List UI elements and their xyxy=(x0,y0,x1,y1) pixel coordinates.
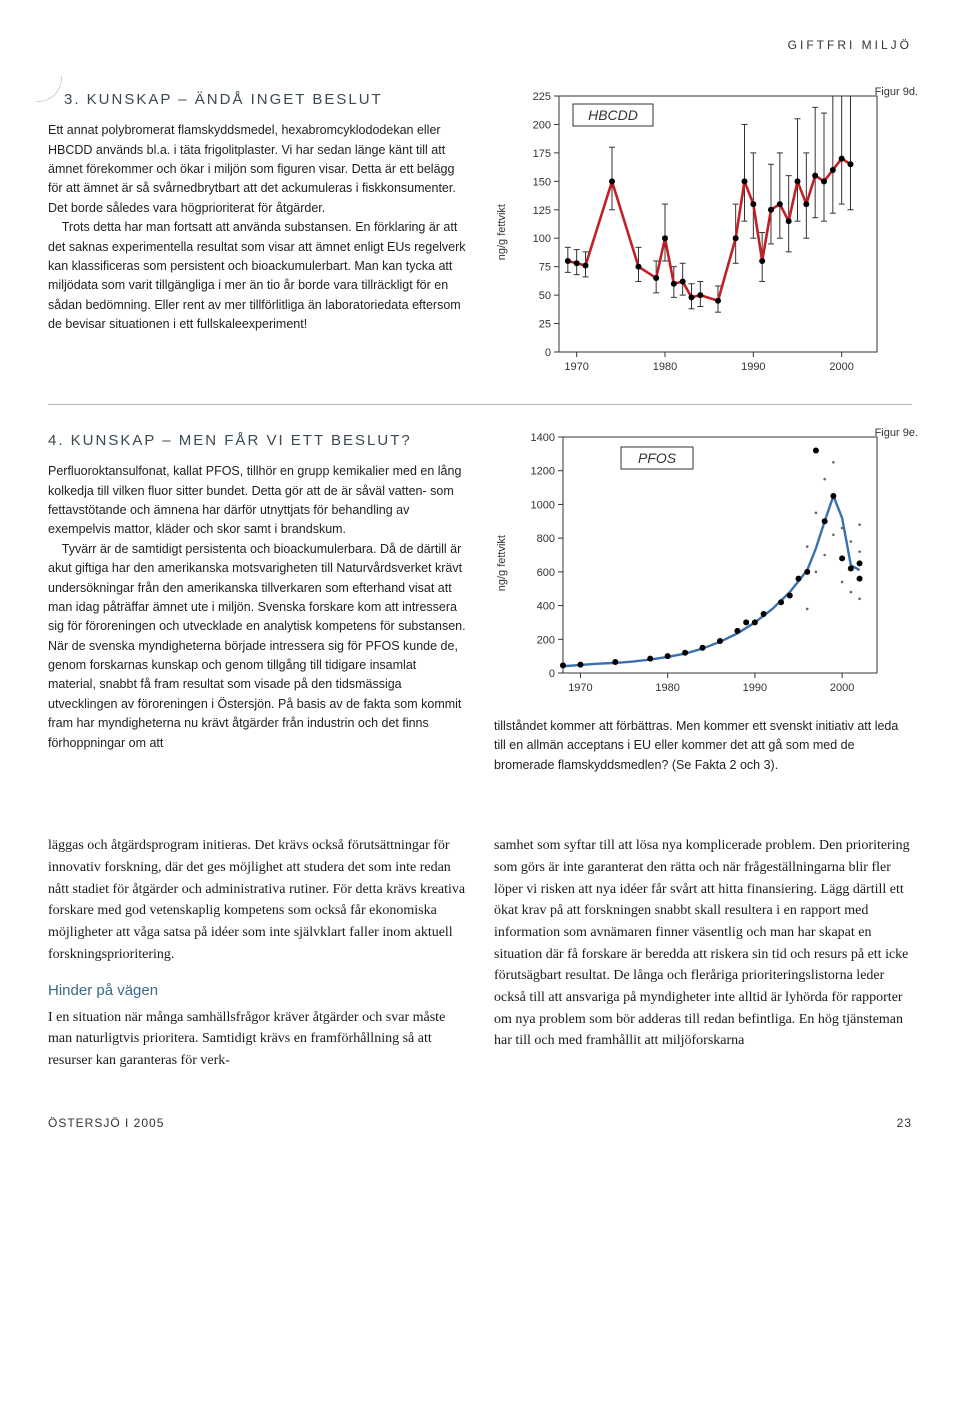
section4-title: 4. KUNSKAP – MEN FÅR VI ETT BESLUT? xyxy=(48,429,466,452)
footer-left: ÖSTERSJÖ I 2005 xyxy=(48,1114,164,1132)
svg-text:600: 600 xyxy=(536,567,554,579)
svg-text:400: 400 xyxy=(536,601,554,613)
svg-text:75: 75 xyxy=(538,262,550,274)
svg-text:175: 175 xyxy=(532,148,550,160)
footer-page-number: 23 xyxy=(897,1114,912,1132)
section-divider xyxy=(48,404,912,405)
lower-col-right: samhet som syftar till att lösa nya komp… xyxy=(494,835,912,1079)
chart-hbcdd-cell: Figur 9d. ng/g fettvikt 0255075100125150… xyxy=(494,82,912,382)
svg-text:125: 125 xyxy=(532,205,550,217)
svg-text:1970: 1970 xyxy=(568,682,592,694)
lower-left-p1: läggas och åtgärdsprogram initieras. Det… xyxy=(48,835,466,965)
svg-text:225: 225 xyxy=(532,91,550,103)
svg-text:0: 0 xyxy=(544,347,550,359)
svg-text:25: 25 xyxy=(538,319,550,331)
figure-label-9e: Figur 9e. xyxy=(875,425,918,442)
svg-text:1970: 1970 xyxy=(564,361,588,373)
svg-text:50: 50 xyxy=(538,290,550,302)
svg-text:HBCDD: HBCDD xyxy=(588,107,638,123)
chart-hbcdd: 0 25 50 75 100 125 150 175 200 225 1970 1980 1990 200… xyxy=(515,82,895,382)
lower-col-left: läggas och åtgärdsprogram initieras. Det… xyxy=(48,835,466,1079)
chart-pfos: 0 200 400 600 800 1000 1200 1400 1970 1980 1990 200… xyxy=(515,423,895,703)
section4-continuation: tillståndet kommer att förbättras. Men k… xyxy=(494,717,912,775)
section3-p1: Ett annat polybromerat flamskyddsmedel, … xyxy=(48,121,466,218)
chart1-ylabel: ng/g fettvikt xyxy=(494,204,511,260)
svg-text:1990: 1990 xyxy=(742,682,766,694)
svg-text:1990: 1990 xyxy=(741,361,765,373)
svg-text:1980: 1980 xyxy=(652,361,676,373)
chart-pfos-cell: Figur 9e. ng/g fettvikt 0200400600800100… xyxy=(494,423,912,775)
svg-text:0: 0 xyxy=(548,668,554,680)
svg-text:1980: 1980 xyxy=(655,682,679,694)
running-head: GIFTFRI MILJÖ xyxy=(48,36,912,54)
svg-text:2000: 2000 xyxy=(829,361,853,373)
section3-p2: Trots detta har man fortsatt att använda… xyxy=(48,218,466,334)
svg-text:1200: 1200 xyxy=(530,466,554,478)
svg-text:800: 800 xyxy=(536,533,554,545)
lower-subhead: Hinder på vägen xyxy=(48,979,466,1002)
section4-p2: Tyvärr är de samtidigt persistenta och b… xyxy=(48,540,466,753)
lower-right-p: samhet som syftar till att lösa nya komp… xyxy=(494,835,912,1052)
section3-text: 3. KUNSKAP – ÄNDÅ INGET BESLUT Ett annat… xyxy=(48,82,466,382)
figure-label-9d: Figur 9d. xyxy=(875,84,918,101)
chart2-ylabel: ng/g fettvikt xyxy=(494,535,511,591)
section4-p1: Perfluoroktansulfonat, kallat PFOS, till… xyxy=(48,462,466,540)
svg-text:1400: 1400 xyxy=(530,432,554,444)
svg-text:150: 150 xyxy=(532,176,550,188)
section3-title: 3. KUNSKAP – ÄNDÅ INGET BESLUT xyxy=(64,88,466,111)
svg-text:PFOS: PFOS xyxy=(637,450,676,466)
svg-text:200: 200 xyxy=(532,119,550,131)
corner-notch xyxy=(36,76,62,102)
lower-left-p2: I en situation när många samhällsfrågor … xyxy=(48,1007,466,1072)
svg-text:100: 100 xyxy=(532,233,550,245)
section4-text: 4. KUNSKAP – MEN FÅR VI ETT BESLUT? Perf… xyxy=(48,423,466,775)
svg-text:200: 200 xyxy=(536,634,554,646)
svg-text:2000: 2000 xyxy=(829,682,853,694)
svg-text:1000: 1000 xyxy=(530,499,554,511)
